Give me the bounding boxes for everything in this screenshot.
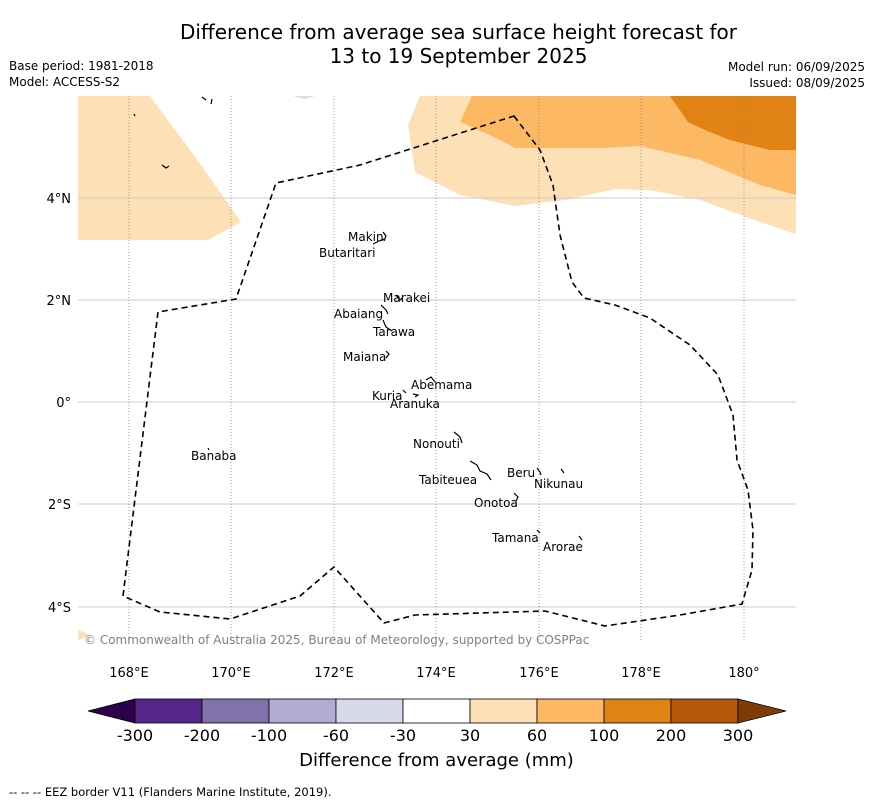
colorbar-extend-low [87,698,136,724]
graticule [78,96,796,640]
colorbar-bin [134,698,203,724]
colorbar-tick: -100 [251,726,287,745]
label-onotoa: Onotoa [474,496,518,510]
footer-note: -- -- -- EEZ border V11 (Flanders Marine… [9,785,332,799]
colorbar-tick: 200 [656,726,687,745]
place-labels: Makin Butaritari Marakei Abaiang Tarawa … [191,230,583,554]
colorbar-tick: 60 [527,726,547,745]
meta-left: Base period: 1981-2018 Model: ACCESS-S2 [9,58,154,90]
colorbar-tick: 100 [589,726,620,745]
anomaly-m60-m30-fleck [293,96,315,99]
label-kuria: Kuria [372,389,403,403]
lat-axis: 4°N 2°N 0° 2°S 4°S [47,192,72,616]
label-tarawa: Tarawa [372,325,415,339]
anomaly-30-60-west [78,96,241,240]
island-nikunau [560,468,565,474]
lat-tick: 4°S [48,601,71,616]
model-run: Model run: 06/09/2025 [727,60,865,74]
label-banaba: Banaba [191,449,237,463]
island-tarawa [382,319,393,332]
island-aranuka [412,393,420,398]
colorbar-tick: -60 [323,726,349,745]
colorbar-tick: 300 [723,726,754,745]
model-name: Model: ACCESS-S2 [9,75,121,89]
lon-axis: 168°E 170°E 172°E 174°E 176°E 178°E 180° [109,666,759,681]
label-tamana: Tamana [491,531,539,545]
island-onotoa [513,492,519,502]
eez-border [122,115,754,627]
colorbar-tick: -300 [117,726,153,745]
label-marakei: Marakei [383,291,430,305]
colorbar-bin [603,698,672,724]
island-abemama [425,376,436,383]
lon-tick: 168°E [109,666,149,681]
lon-tick: 170°E [211,666,251,681]
issued-date: Issued: 08/09/2025 [749,76,865,90]
island-makin [382,231,387,242]
label-nonouti: Nonouti [413,437,460,451]
island-banaba [207,447,210,451]
lon-tick: 180° [728,666,759,681]
colorbar-bin [536,698,605,724]
colorbar-bin [268,698,337,724]
label-butaritari: Butaritari [319,246,376,260]
island-beru [536,467,542,476]
lon-tick: 174°E [416,666,456,681]
island-north-b [210,98,213,105]
lat-tick: 2°S [48,498,71,513]
meta-right: Model run: 06/09/2025 Issued: 08/09/2025 [728,59,865,91]
colorbar-title: Difference from average (mm) [299,750,574,771]
colorbar-ticks: -300 -200 -100 -60 -30 30 60 100 200 300 [117,726,753,745]
coastlines [133,96,583,541]
title-line-2: 13 to 19 September 2025 [329,44,588,68]
colorbar-bin [201,698,270,724]
island-marakei [395,294,403,301]
island-north-a [201,96,207,101]
colorbar-extend-high [737,698,787,724]
lon-tick: 178°E [621,666,661,681]
label-beru: Beru [507,466,535,480]
lat-tick: 0° [56,396,71,411]
colorbar-bin [670,698,739,724]
island-tabiteuea [469,460,492,481]
lon-tick: 176°E [519,666,559,681]
colorbar-tick: -200 [184,726,220,745]
label-tabiteuea: Tabiteuea [418,473,477,487]
island-maiana [385,350,390,359]
colorbar [87,698,787,724]
label-maiana: Maiana [343,350,386,364]
island-arorae [578,535,583,541]
lat-tick: 2°N [47,294,72,309]
label-abaiang: Abaiang [334,307,383,321]
island-north-c [133,113,136,117]
label-abemama: Abemama [411,378,472,392]
label-nikunau: Nikunau [534,477,583,491]
colorbar-bin [469,698,538,724]
island-abaiang [380,304,389,315]
colorbar-bin [335,698,404,724]
base-period: Base period: 1981-2018 [9,59,154,73]
map-title: Difference from average sea surface heig… [0,20,873,68]
colorbar-tick: 30 [460,726,480,745]
lon-tick: 172°E [314,666,354,681]
island-north-d [161,164,170,169]
map-area [78,96,796,640]
anomaly-100-200 [670,96,796,150]
anomaly-30-60-sw-corner [78,630,90,640]
copyright-note: © Commonwealth of Australia 2025, Bureau… [84,633,589,647]
island-kuria [402,389,407,394]
island-butaritari [372,238,385,245]
island-nonouti [453,431,463,444]
label-makin: Makin [348,230,384,244]
label-aranuka: Aranuka [390,397,440,411]
island-tamana [536,529,541,534]
lat-tick: 4°N [47,192,72,207]
colorbar-bin [402,698,471,724]
title-line-1: Difference from average sea surface heig… [179,20,738,44]
label-arorae: Arorae [543,540,583,554]
colorbar-tick: -30 [390,726,416,745]
